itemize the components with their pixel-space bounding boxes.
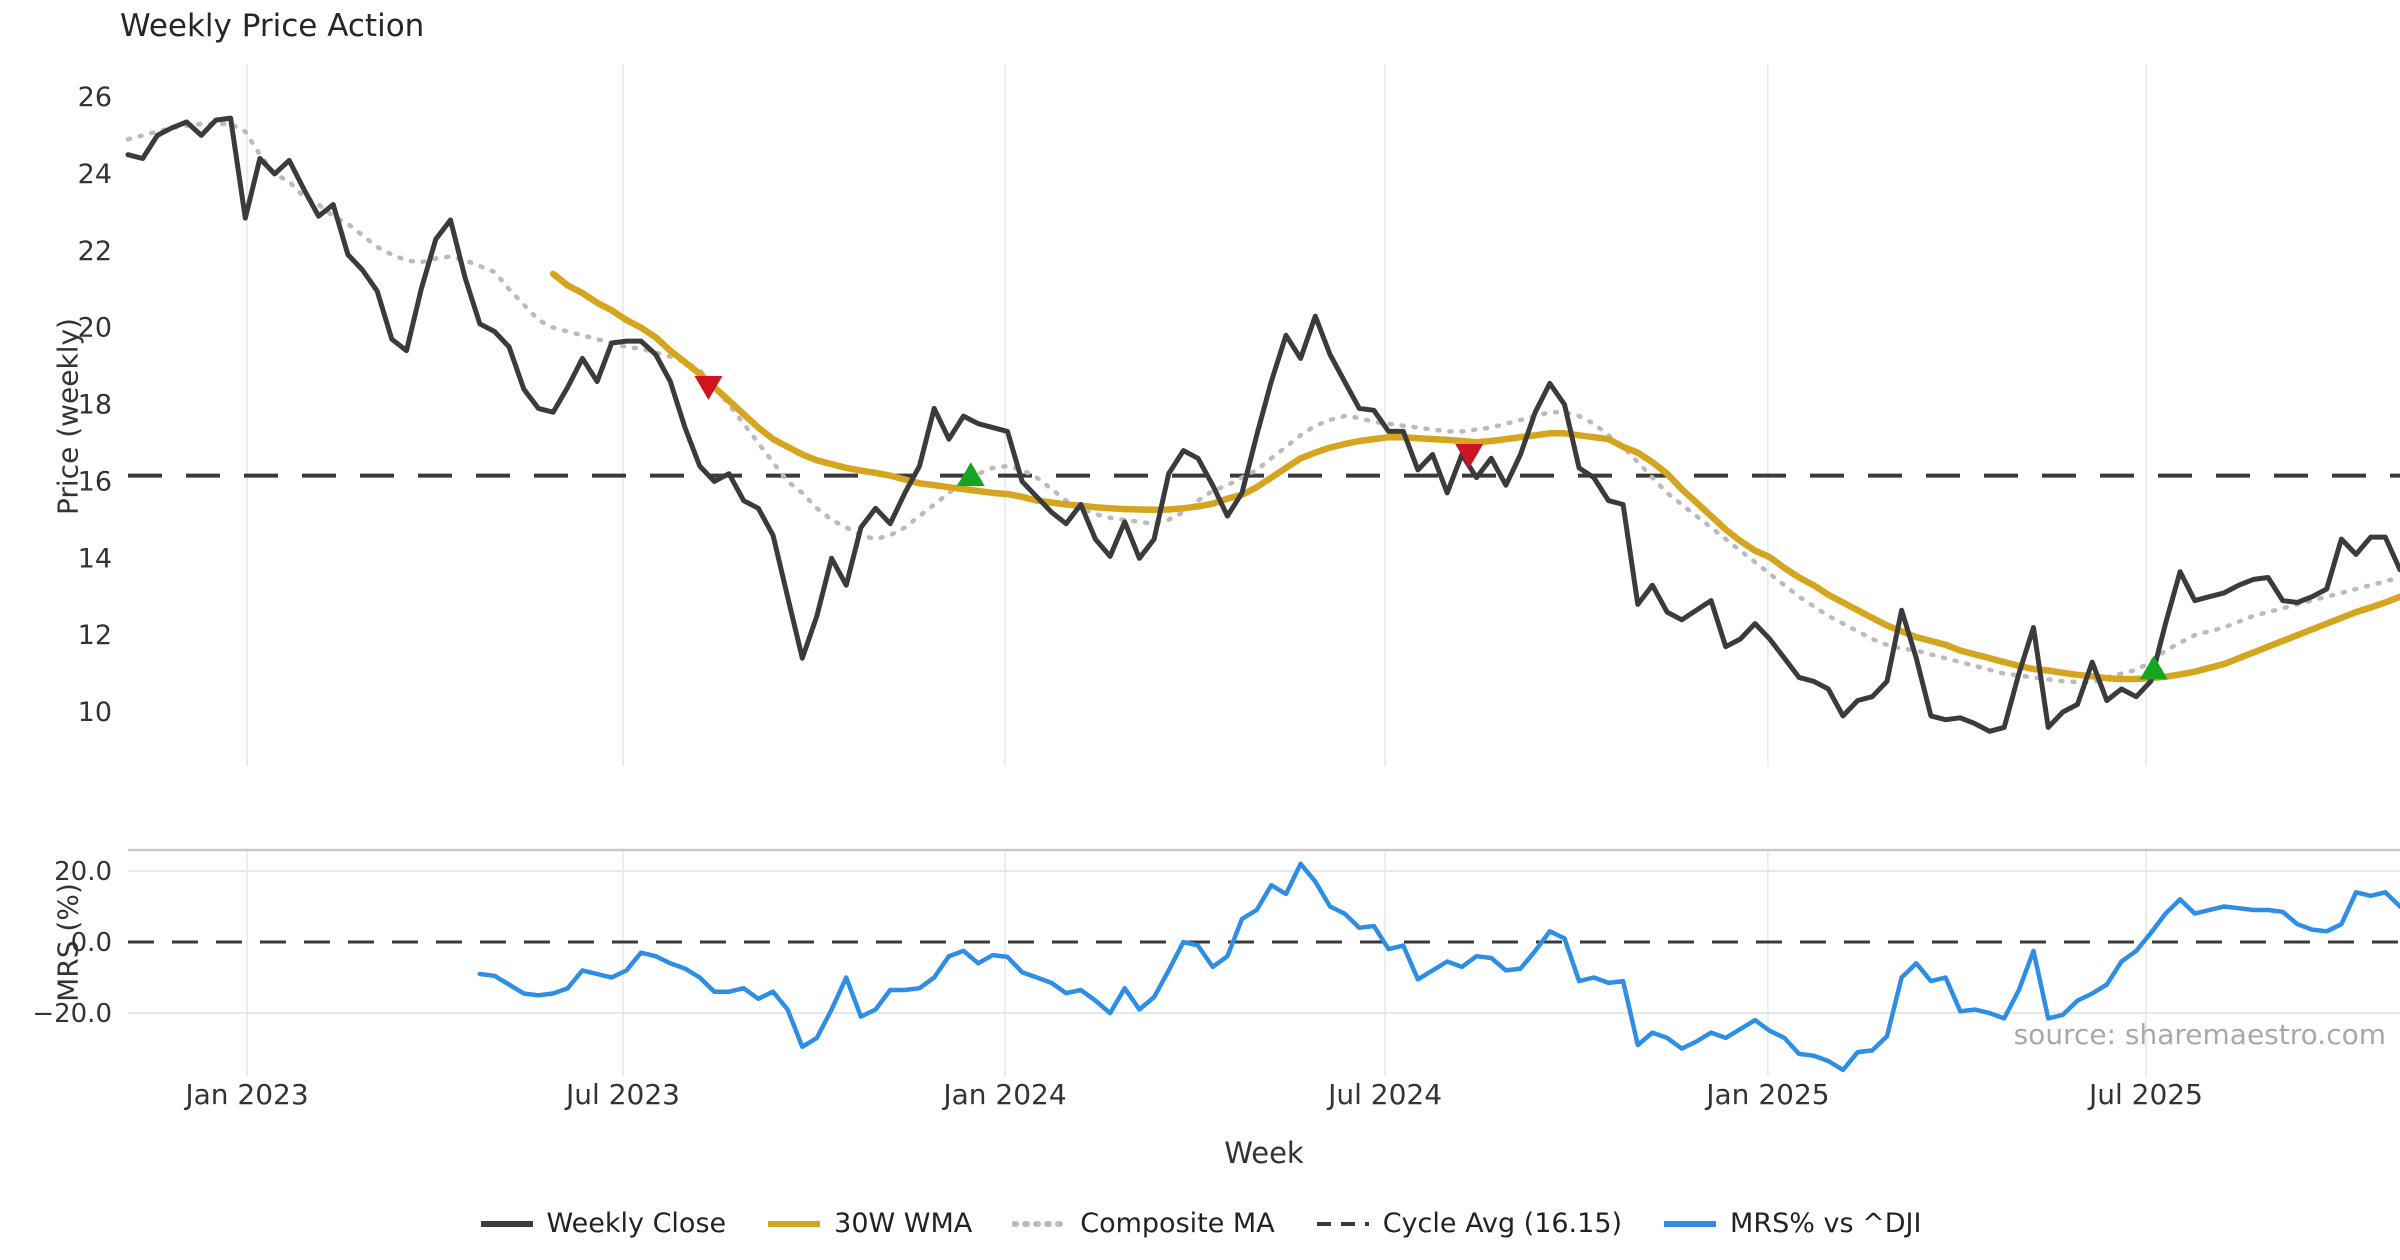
legend-item-mrs: MRS% vs ^DJI <box>1662 1208 1921 1239</box>
y-tick-mrs: 0.0 <box>71 928 112 958</box>
y-tick-price: 20 <box>78 313 112 344</box>
sell-signal-marker <box>1455 444 1484 468</box>
legend-label-cycle: Cycle Avg (16.15) <box>1382 1208 1623 1239</box>
legend-swatch-mrs <box>1664 1220 1717 1227</box>
legend-label-mrs: MRS% vs ^DJI <box>1730 1208 1922 1239</box>
legend-item-close: Weekly Close <box>479 1208 727 1239</box>
y-tick-price: 26 <box>78 82 112 113</box>
x-tick-label: Jan 2023 <box>183 1078 308 1111</box>
y-axis-label-price: Price (weekly) <box>51 318 85 515</box>
legend-item-wma: 30W WMA <box>766 1208 972 1239</box>
y-tick-price: 14 <box>78 543 112 574</box>
legend-swatch-cycle <box>1316 1221 1369 1226</box>
y-tick-price: 18 <box>78 390 112 421</box>
x-tick-label: Jan 2024 <box>941 1078 1066 1111</box>
buy-signal-marker <box>956 462 985 487</box>
x-axis-label: Week <box>1224 1136 1304 1170</box>
legend-item-composite: Composite MA <box>1012 1208 1275 1239</box>
legend-swatch-composite <box>1012 1220 1069 1227</box>
weekly-close-line <box>125 115 2400 734</box>
y-tick-price: 24 <box>78 159 112 190</box>
buy-signal-marker <box>2139 655 2168 680</box>
y-tick-mrs: 20.0 <box>54 857 112 887</box>
sell-signal-marker <box>694 376 723 400</box>
y-tick-price: 10 <box>78 697 112 728</box>
y-tick-price: 22 <box>78 236 112 267</box>
source-attribution: source: sharemaestro.com <box>2013 1018 2386 1051</box>
legend-item-cycle: Cycle Avg (16.15) <box>1315 1208 1622 1239</box>
x-tick-label: Jul 2025 <box>2087 1078 2203 1111</box>
mrs-line <box>477 861 2400 1073</box>
x-tick-label: Jul 2024 <box>1326 1078 1442 1111</box>
chart-title: Weekly Price Action <box>120 8 425 44</box>
legend-label-close: Weekly Close <box>546 1208 727 1239</box>
y-tick-price: 12 <box>78 620 112 651</box>
legend-label-wma: 30W WMA <box>834 1208 973 1239</box>
y-axis-label-mrs: MRS (%) <box>51 883 85 1002</box>
composite-ma-line <box>125 121 2400 685</box>
wma-30w-line <box>549 270 2400 683</box>
x-tick-label: Jan 2025 <box>1704 1078 1829 1111</box>
y-tick-mrs: −20.0 <box>32 999 112 1029</box>
legend: Weekly Close 30W WMA Composite MA Cycle … <box>0 1208 2400 1239</box>
legend-swatch-wma <box>768 1220 821 1227</box>
y-tick-price: 16 <box>78 466 112 497</box>
x-tick-label: Jul 2023 <box>564 1078 680 1111</box>
legend-swatch-close <box>480 1220 533 1227</box>
legend-label-composite: Composite MA <box>1080 1208 1275 1239</box>
